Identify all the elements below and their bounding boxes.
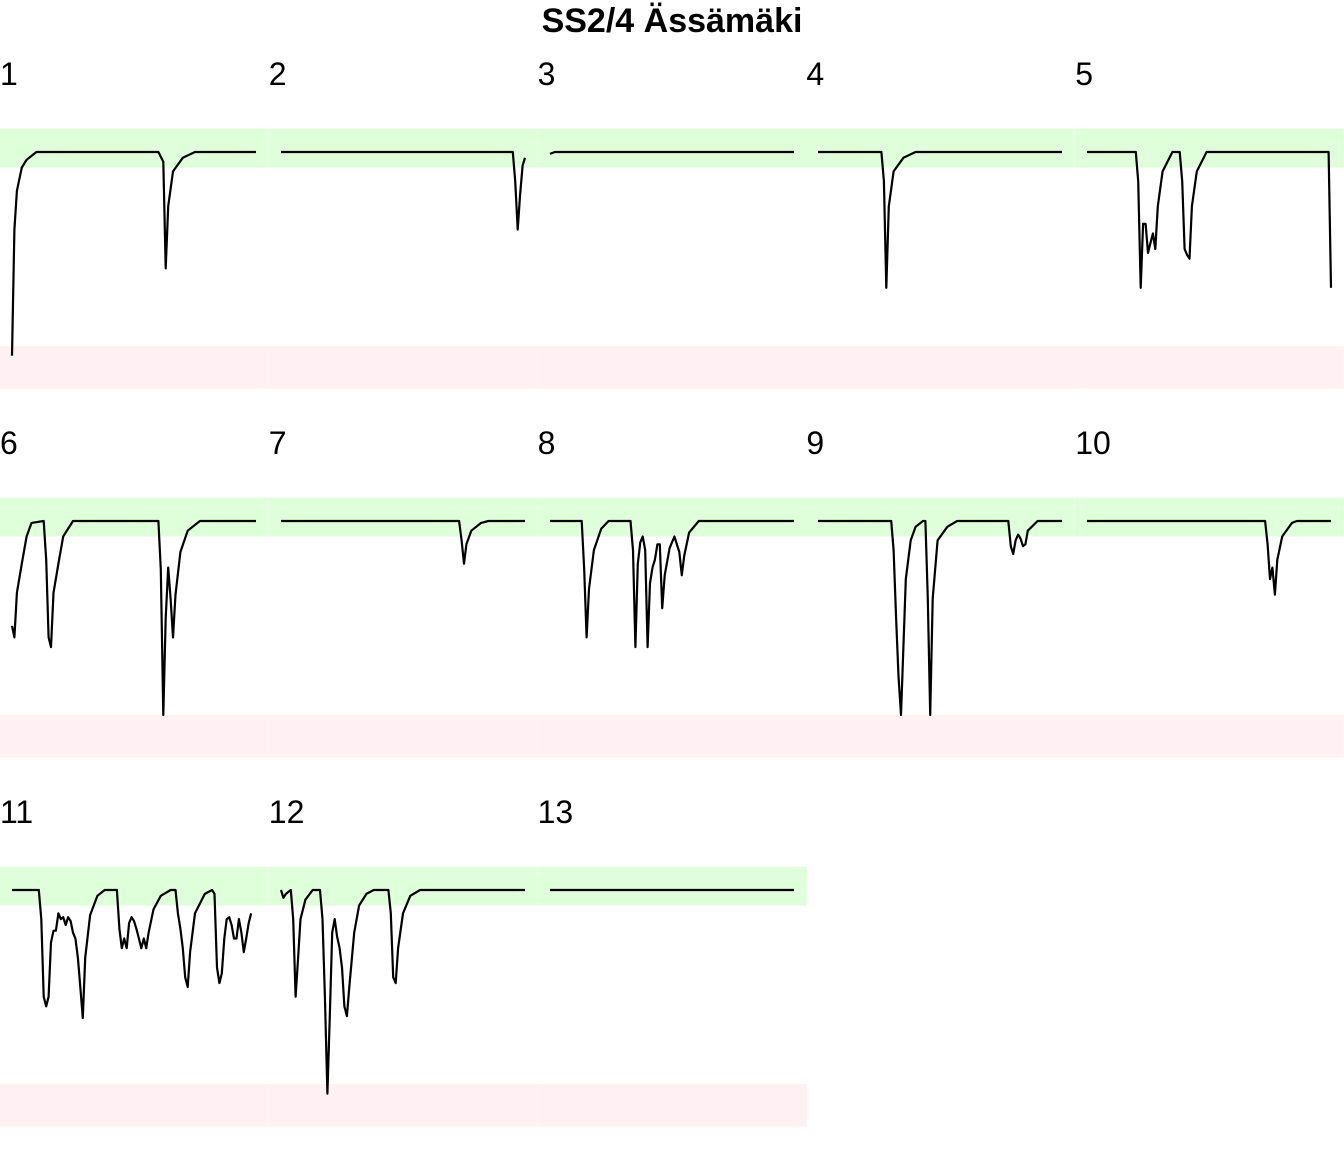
panel-10: 10 [1075,427,1344,768]
panel-label: 9 [806,425,825,461]
panel-plot [806,128,1076,389]
bad-band [0,715,269,758]
good-band [806,497,1076,537]
panel-label: 2 [268,56,287,92]
panel-11: 11 [0,796,269,1137]
series-line [10,519,256,717]
panel-8: 8 [537,425,807,768]
good-band [537,128,807,168]
good-band [0,497,269,537]
bad-band [1075,346,1344,389]
good-band [0,866,269,906]
series-line [279,888,525,1095]
panel-4: 4 [806,56,1076,399]
panel-plot [537,866,807,1127]
panel-label: 4 [806,56,825,92]
panel-13: 13 [537,794,807,1137]
good-band [1075,128,1344,168]
bad-band [1075,715,1344,758]
series-line [12,888,253,1020]
panel-label: 13 [537,794,574,830]
panel-12: 12 [268,794,538,1137]
panel-label: 1 [0,56,18,92]
panel-plot [0,497,269,758]
panel-plot [537,128,807,389]
bad-band [537,1084,807,1127]
series-line [818,150,1063,289]
panel-label: 12 [268,794,305,830]
series-line [1087,519,1332,596]
bad-band [0,346,269,389]
panel-3: 3 [537,56,807,399]
panel-plot [1075,497,1344,758]
panel-label: 3 [537,56,556,92]
panel-plot [268,866,538,1127]
panel-label: 11 [0,794,34,830]
bad-band [268,715,538,758]
good-band [806,128,1076,168]
panel-7: 7 [268,425,538,768]
bad-band [806,346,1076,389]
series-line [549,519,794,649]
good-band [268,866,538,906]
panel-label: 10 [1075,425,1111,461]
panel-plot [0,866,269,1127]
panel-label: 6 [0,425,18,461]
good-band [537,497,807,537]
panel-6: 6 [0,427,269,768]
panel-plot [1075,128,1344,389]
panel-label: 7 [268,425,287,461]
panel-label: 5 [1075,56,1093,92]
panel-plot [268,128,538,389]
bad-band [806,715,1076,758]
bad-band [537,346,807,389]
panel-2: 2 [268,56,538,399]
series-line [549,150,794,155]
panel-plot [537,497,807,758]
series-line [280,519,525,565]
panel-label: 8 [537,425,556,461]
good-band [268,497,538,537]
panel-plot [0,128,269,389]
chart-title: SS2/4 Ässämäki [541,2,803,40]
panel-5: 5 [1075,58,1344,399]
good-band [0,128,269,168]
series-line [818,519,1063,717]
series-line [280,150,526,231]
good-band [1075,497,1344,537]
bad-band [0,1084,269,1127]
good-band [268,128,538,168]
panel-plot [806,497,1076,758]
series-line [1087,150,1333,289]
series-line [10,150,256,356]
panel-plot [268,497,538,758]
panel-9: 9 [806,425,1076,768]
bad-band [537,715,807,758]
panel-1: 1 [0,58,269,399]
bad-band [268,1084,538,1127]
bad-band [268,346,538,389]
good-band [537,866,807,906]
